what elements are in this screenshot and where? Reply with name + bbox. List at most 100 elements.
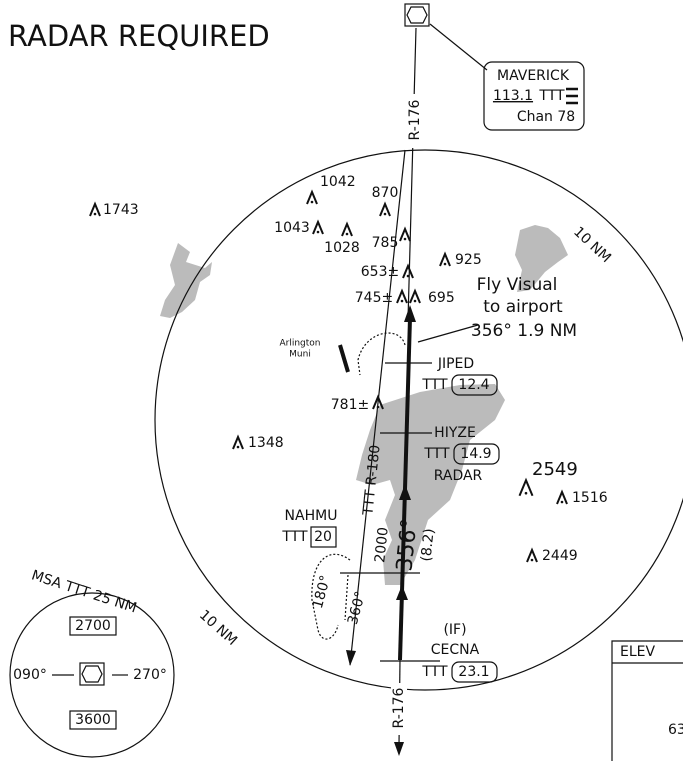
- altitude: 2000: [372, 526, 392, 563]
- obstacle-elevation: 1028: [324, 240, 360, 256]
- frequency: 113.1: [493, 88, 533, 104]
- info-label: ELEV: [620, 644, 655, 660]
- arrow: [346, 650, 356, 666]
- obstacle-elevation: 781±: [331, 397, 369, 413]
- fix-note: RADAR: [434, 468, 483, 484]
- obstacle-elevation: 2449: [542, 548, 578, 564]
- radial-label: TTT R-180: [360, 444, 383, 517]
- obstacle-dot: [400, 299, 404, 303]
- title: RADAR REQUIRED: [8, 19, 270, 53]
- obstacle-symbol: [232, 434, 244, 450]
- obstacle-elevation: 1348: [248, 435, 284, 451]
- obstacle-dot: [376, 405, 380, 409]
- obstacle-elevation: 785: [372, 235, 399, 251]
- fix-distance: 20: [314, 529, 332, 545]
- msa-box: [69, 616, 117, 636]
- arrow: [394, 742, 404, 756]
- obstacle-dot: [310, 200, 314, 204]
- obstacle-dot: [345, 232, 349, 236]
- obstacle-symbol: [306, 189, 318, 205]
- vor-symbol: [81, 665, 103, 683]
- terrain: [160, 243, 212, 318]
- msa-circle: [9, 592, 175, 758]
- obstacle-symbol: [312, 219, 324, 235]
- leg-distance: (8.2): [418, 528, 437, 563]
- obstacle-elevation: 1516: [572, 490, 608, 506]
- circling-arc: [357, 332, 406, 376]
- obstacle-elevation: 1042: [320, 174, 356, 190]
- obstacle-dot: [93, 212, 97, 216]
- leader: [429, 23, 488, 71]
- navaid-name: MAVERICK: [497, 68, 570, 84]
- obstacle-symbol: [526, 547, 538, 563]
- obstacle-elevation: 695: [428, 290, 455, 306]
- obstacle-symbol: [439, 251, 451, 267]
- info-value: 63: [668, 722, 683, 738]
- obstacle-symbol: [409, 288, 421, 304]
- fix-ident: TTT: [421, 377, 448, 393]
- vor-symbol: [404, 3, 430, 27]
- obstacle-dot: [524, 491, 528, 495]
- holding: [311, 553, 351, 640]
- msa-bearing: 090°: [13, 667, 47, 683]
- visual-note: to airport: [483, 297, 563, 317]
- msa-altitude: 2700: [75, 618, 111, 634]
- ring-label: 10 NM: [196, 607, 240, 649]
- obstacle-dot: [403, 237, 407, 241]
- obstacle-symbol: [379, 201, 391, 217]
- obstacle-dot: [560, 500, 564, 504]
- obstacle-symbol: [402, 263, 414, 279]
- fix-box: [451, 374, 498, 396]
- leader: [417, 324, 479, 343]
- obstacle-dot: [316, 230, 320, 234]
- obstacle-symbol: [341, 221, 353, 237]
- obstacle-symbol: [556, 489, 568, 505]
- navaid-box: [483, 61, 585, 131]
- arrow: [404, 305, 416, 322]
- fix-distance: 14.9: [460, 446, 491, 462]
- obstacle-elevation: 925: [455, 252, 482, 268]
- fix-name: NAHMU: [285, 508, 338, 524]
- arrow: [399, 484, 411, 500]
- radial-label: R-176: [407, 99, 423, 140]
- fix-distance: 23.1: [458, 664, 489, 680]
- obstacle-symbol: [372, 394, 384, 410]
- obstacle-dot: [443, 262, 447, 266]
- channel: Chan 78: [517, 109, 575, 125]
- course: 356°: [392, 517, 422, 572]
- fix-box: [451, 661, 498, 683]
- vor-symbol: [406, 6, 428, 24]
- fix-role: (IF): [443, 622, 466, 638]
- fix-name: CECNA: [431, 642, 480, 658]
- fix-name: JIPED: [437, 356, 474, 372]
- ident: TTT: [538, 88, 565, 104]
- fix-box: [310, 526, 337, 548]
- obstacle-symbol: [89, 201, 101, 217]
- vor-symbol: [79, 662, 105, 686]
- visual-note: Fly Visual: [477, 275, 558, 295]
- morse: [566, 87, 578, 105]
- obstacle-elevation: 870: [372, 185, 399, 201]
- msa-title: MSA TTT 25 NM: [29, 567, 138, 616]
- obstacle-symbol: [399, 226, 411, 242]
- airport-name: Arlington: [279, 339, 320, 349]
- obstacle-dot: [406, 274, 410, 278]
- label-bg: [407, 94, 423, 148]
- obstacle-elevation: 653±: [361, 264, 399, 280]
- fix-ident: TTT: [423, 446, 450, 462]
- info-box: [611, 640, 683, 761]
- fix-ident: TTT: [281, 529, 308, 545]
- obstacle-symbol: [518, 477, 534, 497]
- msa-altitude: 3600: [75, 712, 111, 728]
- radial-label: R-176: [391, 687, 407, 728]
- obstacle-dot: [530, 558, 534, 562]
- obstacle-elevation: 2549: [532, 459, 578, 480]
- label-bg: [391, 683, 407, 735]
- terrain: [515, 225, 568, 292]
- ring-label: 10 NM: [570, 224, 614, 266]
- airport-name: Muni: [289, 350, 311, 360]
- fix-distance: 12.4: [458, 377, 489, 393]
- obstacle-elevation: 745±: [355, 290, 393, 306]
- msa-bearing: 270°: [133, 667, 167, 683]
